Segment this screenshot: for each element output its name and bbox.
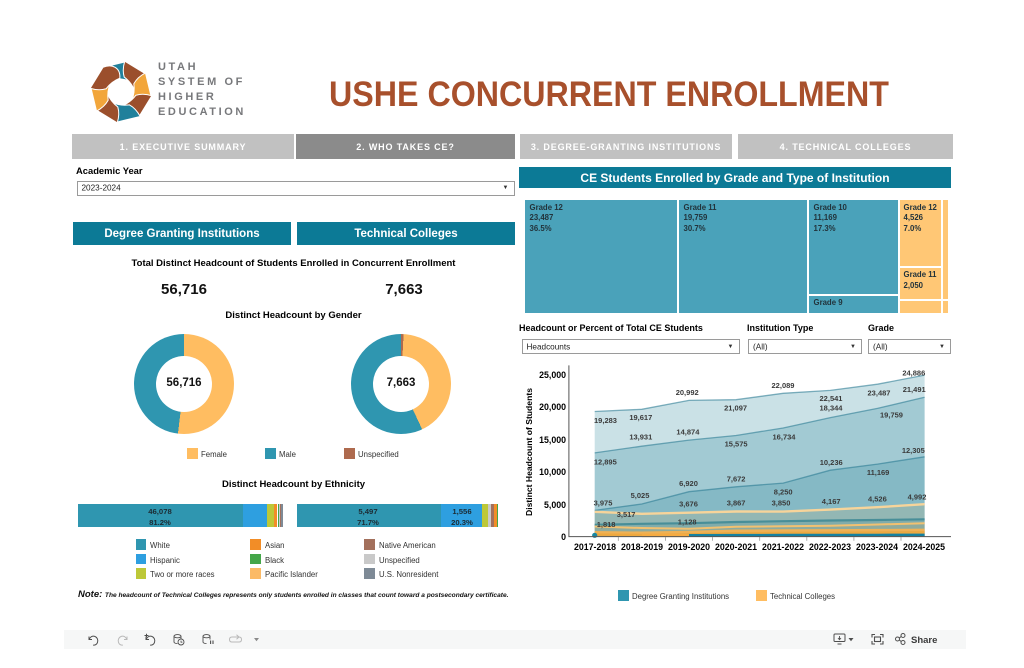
svg-text:1,818: 1,818 bbox=[597, 520, 616, 529]
svg-text:19,759: 19,759 bbox=[880, 411, 903, 420]
svg-text:20,992: 20,992 bbox=[676, 388, 699, 397]
svg-text:13,931: 13,931 bbox=[629, 433, 652, 442]
svg-text:11,169: 11,169 bbox=[867, 468, 890, 477]
svg-text:4,526: 4,526 bbox=[868, 495, 887, 504]
svg-text:21,097: 21,097 bbox=[724, 403, 747, 412]
svg-text:3,867: 3,867 bbox=[727, 498, 746, 507]
svg-text:12,895: 12,895 bbox=[594, 458, 617, 467]
svg-text:1,128: 1,128 bbox=[678, 518, 697, 527]
svg-text:6,920: 6,920 bbox=[679, 479, 698, 488]
svg-text:19,283: 19,283 bbox=[594, 416, 617, 425]
svg-text:16,734: 16,734 bbox=[773, 433, 797, 442]
svg-text:8,250: 8,250 bbox=[774, 487, 793, 496]
svg-text:3,517: 3,517 bbox=[617, 510, 636, 519]
svg-text:7,672: 7,672 bbox=[727, 474, 746, 483]
svg-text:21,491: 21,491 bbox=[903, 385, 926, 394]
svg-text:14,874: 14,874 bbox=[676, 428, 700, 437]
svg-text:10,236: 10,236 bbox=[820, 458, 843, 467]
svg-text:18,344: 18,344 bbox=[820, 404, 844, 413]
svg-text:3,676: 3,676 bbox=[679, 499, 698, 508]
svg-text:19,617: 19,617 bbox=[629, 413, 652, 422]
svg-text:12,305: 12,305 bbox=[902, 446, 925, 455]
svg-text:22,089: 22,089 bbox=[772, 381, 795, 390]
svg-text:23,487: 23,487 bbox=[868, 389, 891, 398]
svg-text:15,575: 15,575 bbox=[725, 440, 748, 449]
svg-text:Share: Share bbox=[911, 635, 937, 646]
svg-text:5,025: 5,025 bbox=[631, 491, 650, 500]
svg-text:4,992: 4,992 bbox=[908, 493, 927, 502]
svg-text:4,167: 4,167 bbox=[822, 497, 841, 506]
svg-text:3,975: 3,975 bbox=[594, 498, 613, 507]
svg-text:24,886: 24,886 bbox=[902, 369, 925, 378]
svg-text:3,850: 3,850 bbox=[772, 499, 791, 508]
svg-text:22,541: 22,541 bbox=[820, 394, 843, 403]
